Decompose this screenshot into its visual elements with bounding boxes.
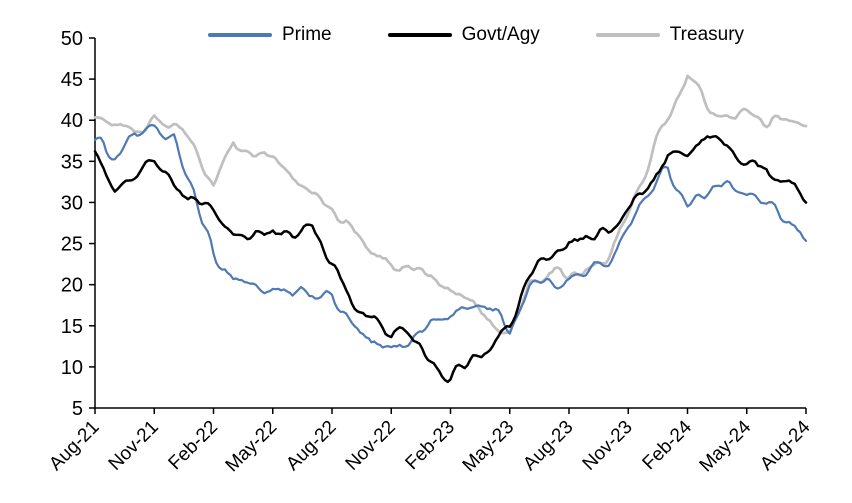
y-tick-label: 5 (72, 398, 83, 420)
series-line-treasury (93, 74, 808, 335)
x-tick-label: Nov-21 (105, 417, 163, 475)
x-tick-label: Aug-22 (282, 417, 340, 475)
series-line-govt-agy (93, 134, 808, 384)
y-tick-label: 20 (61, 275, 83, 297)
legend-item-treasury: Treasury (595, 24, 745, 45)
x-tick-label: May-23 (459, 417, 519, 477)
x-tick-label: Aug-21 (45, 417, 103, 475)
x-tick-label: May-22 (222, 417, 282, 477)
legend-swatch-govt-agy-icon (387, 32, 452, 37)
legend: Prime Govt/Agy Treasury (208, 25, 744, 44)
y-tick-label: 10 (61, 357, 83, 379)
y-tick-label: 35 (61, 151, 83, 173)
x-tick-label: Feb-22 (165, 417, 222, 474)
series-line-prime (93, 123, 808, 349)
x-tick-label: Feb-23 (402, 417, 459, 474)
y-tick-label: 25 (61, 234, 83, 256)
x-tick-label: May-24 (696, 416, 756, 476)
x-tick-label: Nov-23 (579, 417, 637, 475)
legend-label-govt-agy: Govt/Agy (461, 24, 540, 45)
x-tick-label: Aug-23 (519, 417, 577, 475)
legend-label-treasury: Treasury (669, 24, 745, 45)
y-tick-label: 30 (61, 192, 83, 214)
legend-label-prime: Prime (282, 24, 332, 45)
legend-swatch-prime-icon (208, 32, 272, 37)
y-tick-label: 45 (61, 69, 83, 91)
legend-item-govt-agy: Govt/Agy (387, 24, 540, 45)
x-tick-label: Nov-22 (342, 417, 400, 475)
y-tick-label: 15 (61, 316, 83, 338)
y-tick-label: 40 (61, 110, 83, 132)
y-tick-label: 50 (61, 28, 83, 50)
legend-swatch-treasury-icon (595, 32, 660, 37)
legend-item-prime: Prime (208, 25, 332, 44)
x-tick-label: Feb-24 (639, 416, 697, 474)
x-tick-label: Aug-24 (756, 416, 814, 474)
